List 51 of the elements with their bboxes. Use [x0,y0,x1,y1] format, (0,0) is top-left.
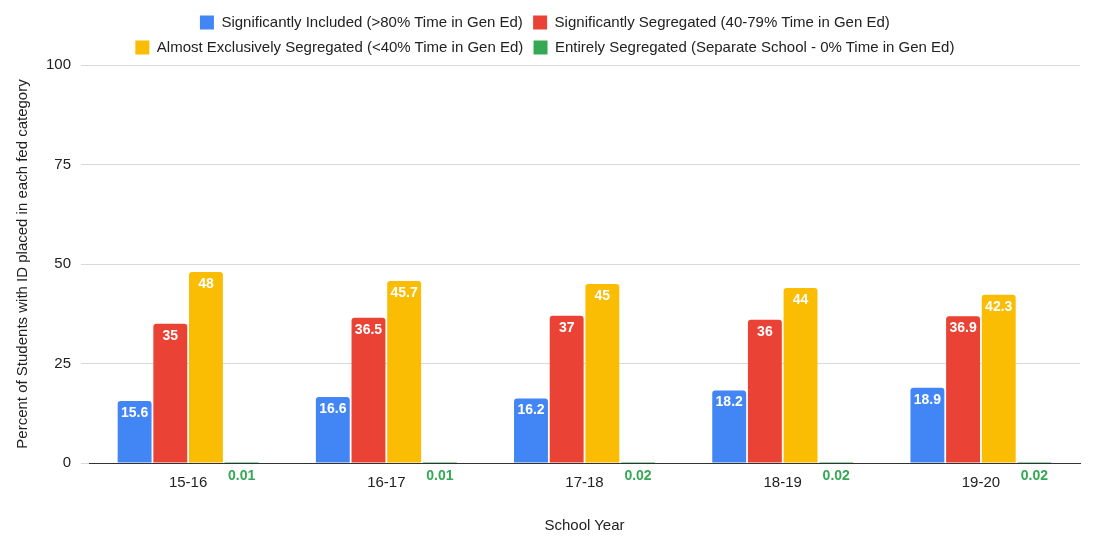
data-label: 0.01 [228,466,256,483]
legend-label: Almost Exclusively Segregated (<40% Time in Gen Ed) [156,37,524,55]
bar [981,294,1016,463]
bar [585,283,620,463]
data-label: 36.9 [949,319,977,335]
legend-label: Significantly Included (>80% Time in Gen Ed) [221,12,523,30]
y-tick-label: 25 [54,353,72,371]
data-label: 0.02 [624,466,652,483]
data-label: 16.2 [517,401,545,418]
bar [351,317,386,463]
data-label: 35 [162,326,179,343]
data-label: 15.6 [120,403,149,420]
data-label: 42.3 [985,297,1013,314]
data-label: 44 [792,290,809,307]
bar [747,319,782,463]
x-axis-title: School Year [544,516,625,534]
bar [549,315,584,463]
x-tick-label: 19-20 [961,473,1001,491]
data-label: 36.5 [354,320,383,337]
data-label: 37 [558,318,575,335]
legend-label: Entirely Segregated (Separate School - 0% Time in Gen Ed) [555,37,955,55]
data-label: 45 [594,286,611,303]
bar [514,398,548,463]
data-label: 0.02 [1020,466,1049,483]
bar [783,287,818,463]
bar [117,400,152,463]
data-label: 48 [198,274,214,291]
bar [712,390,747,463]
y-tick-label: 50 [54,254,72,272]
y-tick-label: 75 [54,154,72,172]
bar [910,387,945,463]
x-tick-label: 18-19 [763,473,802,491]
data-label: 45.7 [390,283,418,300]
legend-label: Significantly Segregated (40-79% Time in Gen Ed) [554,12,890,30]
y-tick-label: 0 [62,453,72,471]
data-label: 18.2 [715,393,744,410]
data-label: 0.01 [426,466,454,483]
bar [315,396,350,463]
y-tick-label: 100 [46,55,72,73]
x-tick-label: 17-18 [565,473,604,491]
data-label: 16.6 [319,399,347,416]
bar [946,316,981,463]
data-label: 18.9 [913,390,942,407]
x-tick-label: 15-16 [168,473,208,491]
data-label: 0.02 [822,466,851,483]
bar [387,281,422,463]
y-axis-title: Percent of Students with ID placed in each fed category [13,78,31,449]
bar [153,323,188,463]
bar [189,271,223,463]
x-tick-label: 16-17 [367,473,406,491]
data-label: 36 [757,322,773,339]
